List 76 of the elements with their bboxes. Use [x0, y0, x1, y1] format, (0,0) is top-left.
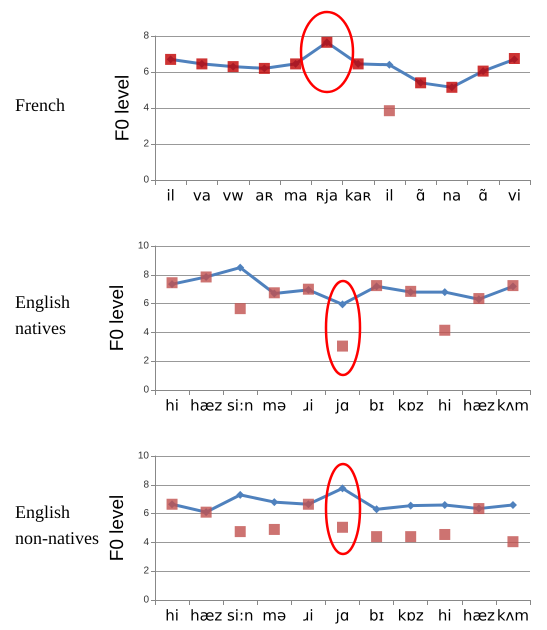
x-tick-label: kɒz — [398, 606, 424, 624]
y-tick-label: 2 — [143, 138, 150, 150]
x-tick-label: mə — [262, 396, 286, 414]
point — [439, 324, 450, 336]
point — [371, 531, 382, 542]
x-tick-label: va — [192, 186, 211, 204]
point — [268, 287, 280, 298]
point — [234, 526, 246, 538]
point — [270, 498, 278, 506]
x-tick-label: vi — [508, 186, 521, 204]
x-tick-label: kɒz — [398, 396, 424, 414]
x-tick-label: bɪ — [369, 396, 384, 414]
y-tick-label: 4 — [143, 102, 150, 114]
x-tick-label: jɑ — [334, 606, 350, 624]
y-axis-title: F0 level — [106, 494, 128, 562]
point — [405, 286, 416, 297]
point — [405, 531, 416, 542]
x-tick-label: il — [385, 186, 394, 204]
point — [384, 105, 395, 116]
x-tick-label: hi — [438, 606, 452, 624]
y-tick-label: 8 — [143, 30, 150, 42]
y-tick-label: 2 — [143, 566, 150, 577]
x-tick-label: na — [442, 186, 462, 204]
x-tick-label: ɹi — [303, 606, 314, 624]
x-tick-label: ʀja — [316, 186, 338, 204]
y-tick-label: 4 — [143, 326, 150, 338]
x-tick-label: hæz — [190, 606, 222, 624]
x-tick-label: kʌm — [496, 396, 530, 414]
point — [236, 264, 244, 272]
y-tick-label: 6 — [143, 66, 150, 78]
x-tick-label: ma — [284, 186, 308, 204]
x-tick-label: mə — [262, 606, 286, 624]
y-tick-label: 10 — [138, 240, 150, 252]
x-tick-label: hi — [165, 606, 179, 624]
y-tick-label: 8 — [143, 269, 150, 280]
x-tick-label: si:n — [226, 396, 254, 414]
text: English non-natives — [15, 502, 99, 548]
x-tick-label: si:n — [226, 606, 254, 624]
x-tick-label: kʌm — [496, 606, 530, 624]
x-tick-label: hi — [438, 396, 452, 414]
point — [236, 490, 244, 499]
text: French — [15, 95, 65, 115]
point — [337, 522, 348, 533]
y-tick-label: 0 — [143, 384, 150, 396]
point — [268, 524, 280, 535]
x-tick-label: hæz — [190, 396, 222, 414]
x-tick-label: hi — [165, 396, 179, 414]
x-tick-label: hæz — [462, 396, 496, 414]
point — [338, 300, 346, 308]
point — [439, 528, 450, 540]
y-tick-label: 0 — [143, 174, 150, 186]
text: English natives — [15, 292, 75, 338]
x-tick-label: ɹi — [303, 396, 314, 414]
y-tick-label: 10 — [138, 450, 150, 462]
x-tick-label: ɑ̃ — [416, 186, 426, 204]
y-tick-label: 6 — [143, 508, 150, 520]
point — [338, 484, 346, 492]
x-tick-label: aʀ — [255, 186, 274, 204]
y-tick-label: 6 — [143, 298, 150, 310]
x-tick-label: jɑ — [334, 396, 350, 414]
y-tick-label: 4 — [143, 536, 150, 548]
x-tick-label: ɑ̃ — [478, 186, 488, 204]
point — [234, 303, 246, 314]
point — [166, 277, 178, 288]
y-axis-title: F0 level — [112, 74, 134, 142]
y-tick-label: 2 — [143, 356, 150, 367]
point — [507, 536, 518, 548]
x-tick-label: vw — [222, 186, 244, 204]
x-tick-label: hæz — [462, 606, 496, 624]
point — [337, 340, 348, 352]
x-tick-label: il — [166, 186, 175, 204]
y-tick-label: 8 — [143, 479, 150, 490]
x-tick-label: bɪ — [369, 606, 384, 624]
x-tick-label: kaʀ — [344, 186, 372, 204]
y-axis-title: F0 level — [106, 284, 128, 352]
y-tick-label: 0 — [143, 594, 150, 606]
